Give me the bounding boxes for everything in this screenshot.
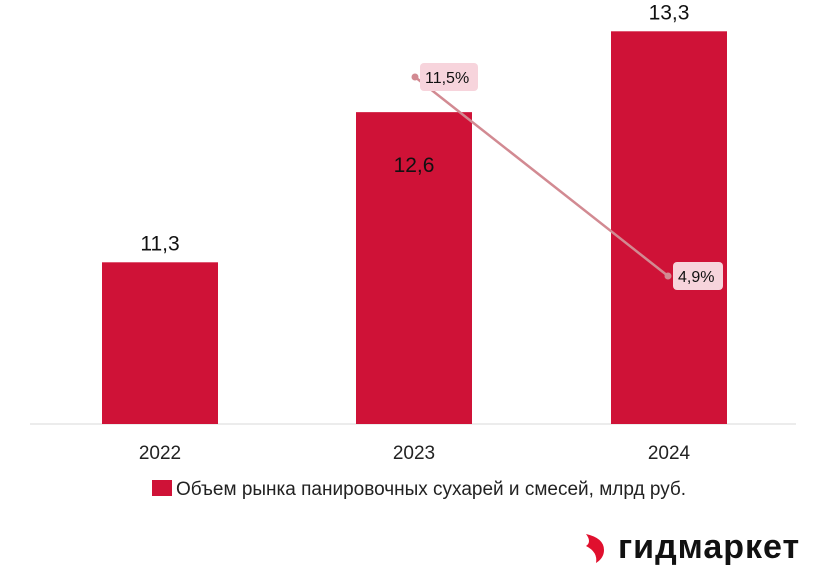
growth-label-box-2024	[673, 262, 723, 290]
legend-label: Объем рынка панировочных сухарей и смесе…	[176, 479, 687, 500]
logo: гидмаркет	[582, 530, 800, 564]
growth-label-box-2023	[420, 63, 478, 91]
x-tick-label-2024: 2024	[648, 443, 691, 464]
x-tick-label-2023: 2023	[393, 443, 435, 464]
growth-line	[414, 76, 669, 277]
data-label-2023: 12,6	[394, 154, 435, 177]
legend-swatch	[152, 480, 172, 496]
bar-2024	[611, 31, 727, 425]
legend: Объем рынка панировочных сухарей и смесе…	[152, 476, 712, 504]
bar-chart: 11,3 2022 12,6 2023 13,3 2024 11,5% 4,9%	[30, 1, 796, 464]
x-tick-label-2022: 2022	[139, 443, 181, 464]
bar-2022	[102, 262, 218, 424]
growth-point-2023	[411, 73, 419, 81]
logo-mark-icon	[586, 534, 604, 563]
logo-text: гидмаркет	[618, 528, 801, 566]
data-label-2022: 11,3	[140, 232, 179, 255]
growth-label-2024: 4,9%	[678, 269, 714, 286]
growth-label-2023: 11,5%	[425, 70, 469, 87]
growth-point-2024	[664, 272, 672, 280]
bar-2023	[356, 112, 472, 425]
data-label-2024: 13,3	[649, 1, 690, 24]
